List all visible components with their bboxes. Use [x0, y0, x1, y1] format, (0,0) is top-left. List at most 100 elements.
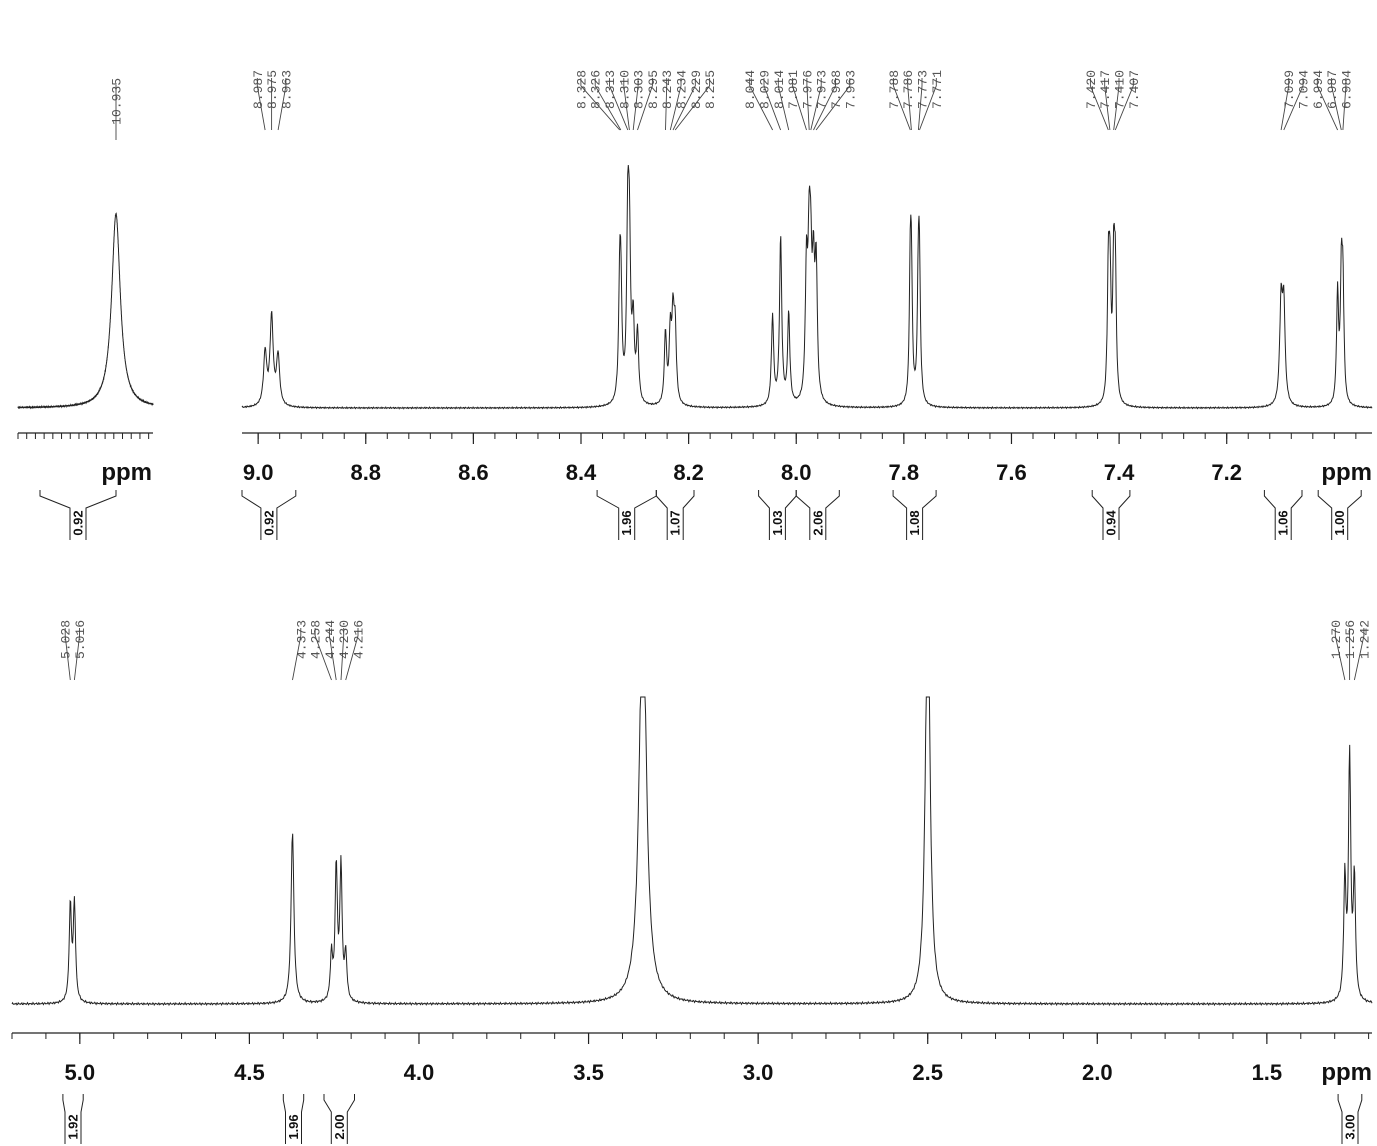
x-tick-label: 3.0: [743, 1060, 774, 1085]
integral-bracket: [241, 490, 262, 540]
peak-shift-label: 8.310: [617, 70, 632, 109]
peak-leader-line: [763, 78, 782, 131]
peak-shift-label: 5.016: [73, 620, 88, 659]
peak-leader-line: [637, 78, 653, 131]
peak-leader-line: [892, 78, 911, 131]
peak-shift-label: 7.771: [930, 70, 945, 109]
x-tick-label: 7.2: [1211, 460, 1242, 485]
integral-bracket: [784, 490, 797, 540]
integral-bracket: [1263, 490, 1276, 540]
peak-shift-label: 7.968: [829, 70, 844, 109]
peak-shift-label: 1.256: [1343, 620, 1358, 659]
integral-bracket: [1347, 490, 1362, 540]
integral-value-label: 0.94: [1104, 510, 1119, 536]
x-axis-unit-label: ppm: [1321, 1059, 1372, 1086]
peak-shift-label: 6.984: [1339, 70, 1354, 109]
peak-leader-line: [277, 78, 287, 131]
peak-leader-line: [672, 78, 696, 131]
integral-bracket: [758, 490, 770, 540]
peak-leader-line: [749, 78, 773, 131]
integral-value-label: 1.96: [286, 1114, 301, 1139]
integral-bracket: [825, 490, 840, 540]
peak-leader-line: [328, 628, 337, 681]
x-tick-label: 8.0: [781, 460, 812, 485]
integral-bracket: [323, 1094, 332, 1144]
peak-shift-label: 8.963: [279, 70, 294, 109]
peak-shift-label: 8.243: [660, 70, 675, 109]
peak-shift-label: 7.786: [901, 70, 916, 109]
peak-shift-label: 7.773: [916, 70, 931, 109]
integral-bracket: [1337, 1094, 1343, 1144]
peak-leader-line: [1089, 78, 1109, 131]
peak-shift-label: 8.326: [589, 70, 604, 109]
peak-shift-label: 7.410: [1113, 70, 1128, 109]
integral-bracket: [922, 490, 937, 540]
peak-leader-line: [632, 78, 639, 131]
peak-leader-line: [1353, 628, 1365, 681]
integral-value-label: 1.92: [66, 1114, 81, 1139]
peak-leader-line: [1342, 78, 1347, 131]
integral-bracket: [682, 490, 695, 540]
x-tick-label: 2.0: [1082, 1060, 1113, 1085]
peak-leader-line: [1331, 78, 1342, 131]
x-tick-label: 7.4: [1104, 460, 1135, 485]
x-tick-label: 7.8: [889, 460, 920, 485]
integral-bracket: [1317, 490, 1333, 540]
integral-bracket: [1290, 490, 1303, 540]
peak-leader-line: [917, 78, 923, 131]
peak-shift-label: 4.216: [352, 620, 367, 659]
spectrum-trace: [241, 164, 1373, 410]
peak-shift-label: 7.417: [1098, 70, 1113, 109]
peak-leader-line: [1316, 78, 1339, 131]
spectrum-trace: [11, 696, 1373, 1007]
peak-shift-label: 8.975: [265, 70, 280, 109]
integral-bracket: [795, 490, 811, 540]
integral-value-label: 1.07: [668, 510, 683, 535]
x-tick-label: 9.0: [243, 460, 274, 485]
peak-shift-label: 10.935: [110, 78, 125, 125]
peak-leader-line: [1104, 78, 1111, 131]
integral-bracket: [62, 1094, 66, 1144]
peak-leader-line: [792, 78, 807, 131]
x-tick-label: 4.5: [234, 1060, 265, 1085]
peak-leader-line: [580, 78, 621, 131]
peak-leader-line: [1334, 628, 1346, 681]
peak-leader-line: [815, 78, 851, 131]
integral-value-label: 2.00: [332, 1114, 347, 1139]
peak-shift-label: 8.328: [574, 70, 589, 109]
integral-bracket: [596, 490, 620, 540]
integral-bracket: [276, 490, 297, 540]
peak-shift-label: 6.994: [1311, 70, 1326, 109]
integral-value-label: 0.92: [71, 510, 86, 535]
peak-shift-label: 8.234: [675, 70, 690, 109]
panel-c-region-aliphatic: 5.0 4.5 4.0 3.5 3.0 2.5 2.0 1.5 ppm 5.028 5.016 4.3…: [11, 620, 1373, 1144]
x-tick-label: 5.0: [65, 1060, 96, 1085]
peak-shift-label: 7.976: [800, 70, 815, 109]
panel-a-region-10.9ppm: ppm 10.935 0.92: [17, 78, 154, 540]
integral-bracket: [634, 490, 657, 540]
integral-bracket: [80, 1094, 84, 1144]
peak-leader-line: [907, 78, 912, 131]
peak-leader-line: [609, 78, 629, 131]
peak-leader-line: [594, 78, 622, 131]
peak-shift-label: 7.099: [1282, 70, 1297, 109]
peak-leader-line: [665, 78, 668, 131]
integral-value-label: 1.08: [907, 510, 922, 535]
x-axis-unit-label: ppm: [1321, 459, 1372, 486]
integral-value-label: 1.03: [770, 510, 785, 535]
peak-leader-line: [256, 78, 266, 131]
peak-leader-line: [73, 628, 80, 681]
integral-value-label: 1.06: [1276, 510, 1291, 535]
x-axis-unit-label: ppm: [101, 459, 152, 486]
integral-value-label: 0.92: [261, 510, 276, 535]
integral-bracket: [892, 490, 908, 540]
x-tick-label: 2.5: [912, 1060, 943, 1085]
peak-shift-label: 4.230: [337, 620, 352, 659]
integral-value-label: 3.00: [1343, 1114, 1358, 1139]
integral-bracket: [655, 490, 668, 540]
peak-shift-label: 7.407: [1127, 70, 1142, 109]
integral-bracket: [1118, 490, 1131, 540]
x-tick-label: 8.2: [673, 460, 704, 485]
